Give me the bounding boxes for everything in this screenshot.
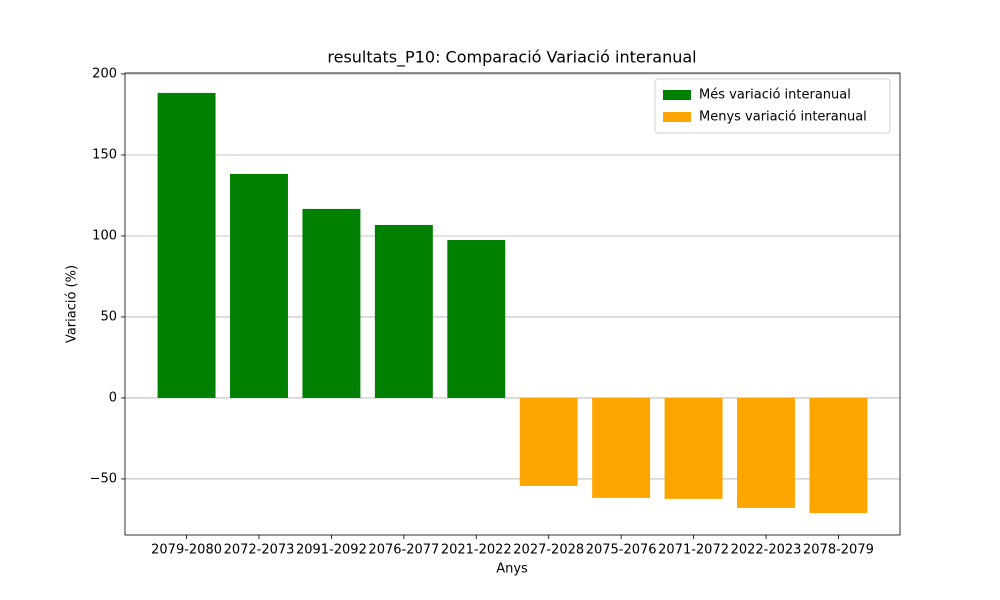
- x-tick-label: 2072-2073: [224, 543, 295, 558]
- plot-frame: [124, 72, 901, 536]
- legend-swatch: [663, 112, 691, 122]
- bar: [374, 224, 433, 398]
- legend-swatch: [663, 90, 691, 100]
- bar: [447, 240, 506, 398]
- x-tick-label: 2022-2023: [731, 543, 802, 558]
- legend-label: Més variació interanual: [699, 88, 851, 103]
- bar: [809, 397, 868, 513]
- bar: [664, 397, 723, 499]
- y-tick-label: −50: [90, 471, 117, 486]
- x-tick-label: 2091-2092: [296, 543, 367, 558]
- x-tick-label: 2027-2028: [513, 543, 584, 558]
- bar: [737, 397, 795, 508]
- x-axis-label: Anys: [496, 562, 528, 577]
- y-tick-label: 150: [92, 147, 117, 162]
- bar: [230, 173, 288, 398]
- y-tick-label: 200: [92, 66, 117, 81]
- x-tick-label: 2078-2079: [803, 543, 874, 558]
- y-axis-label: Variació (%): [65, 265, 80, 343]
- x-tick-label: 2071-2072: [658, 543, 729, 558]
- y-tick-label: 100: [92, 228, 117, 243]
- legend-box: [654, 78, 891, 134]
- bar: [519, 397, 578, 486]
- x-tick-label: 2079-2080: [151, 543, 222, 558]
- y-tick-label: 0: [109, 390, 117, 405]
- y-tick-label: 50: [100, 309, 117, 324]
- x-tick-label: 2021-2022: [441, 543, 512, 558]
- x-tick-label: 2075-2076: [586, 543, 657, 558]
- chart-title: resultats_P10: Comparació Variació inter…: [327, 48, 696, 68]
- bar: [592, 397, 651, 498]
- bar: [157, 92, 216, 398]
- x-tick-label: 2076-2077: [368, 543, 439, 558]
- legend-label: Menys variació interanual: [699, 110, 867, 125]
- bar: [302, 208, 361, 398]
